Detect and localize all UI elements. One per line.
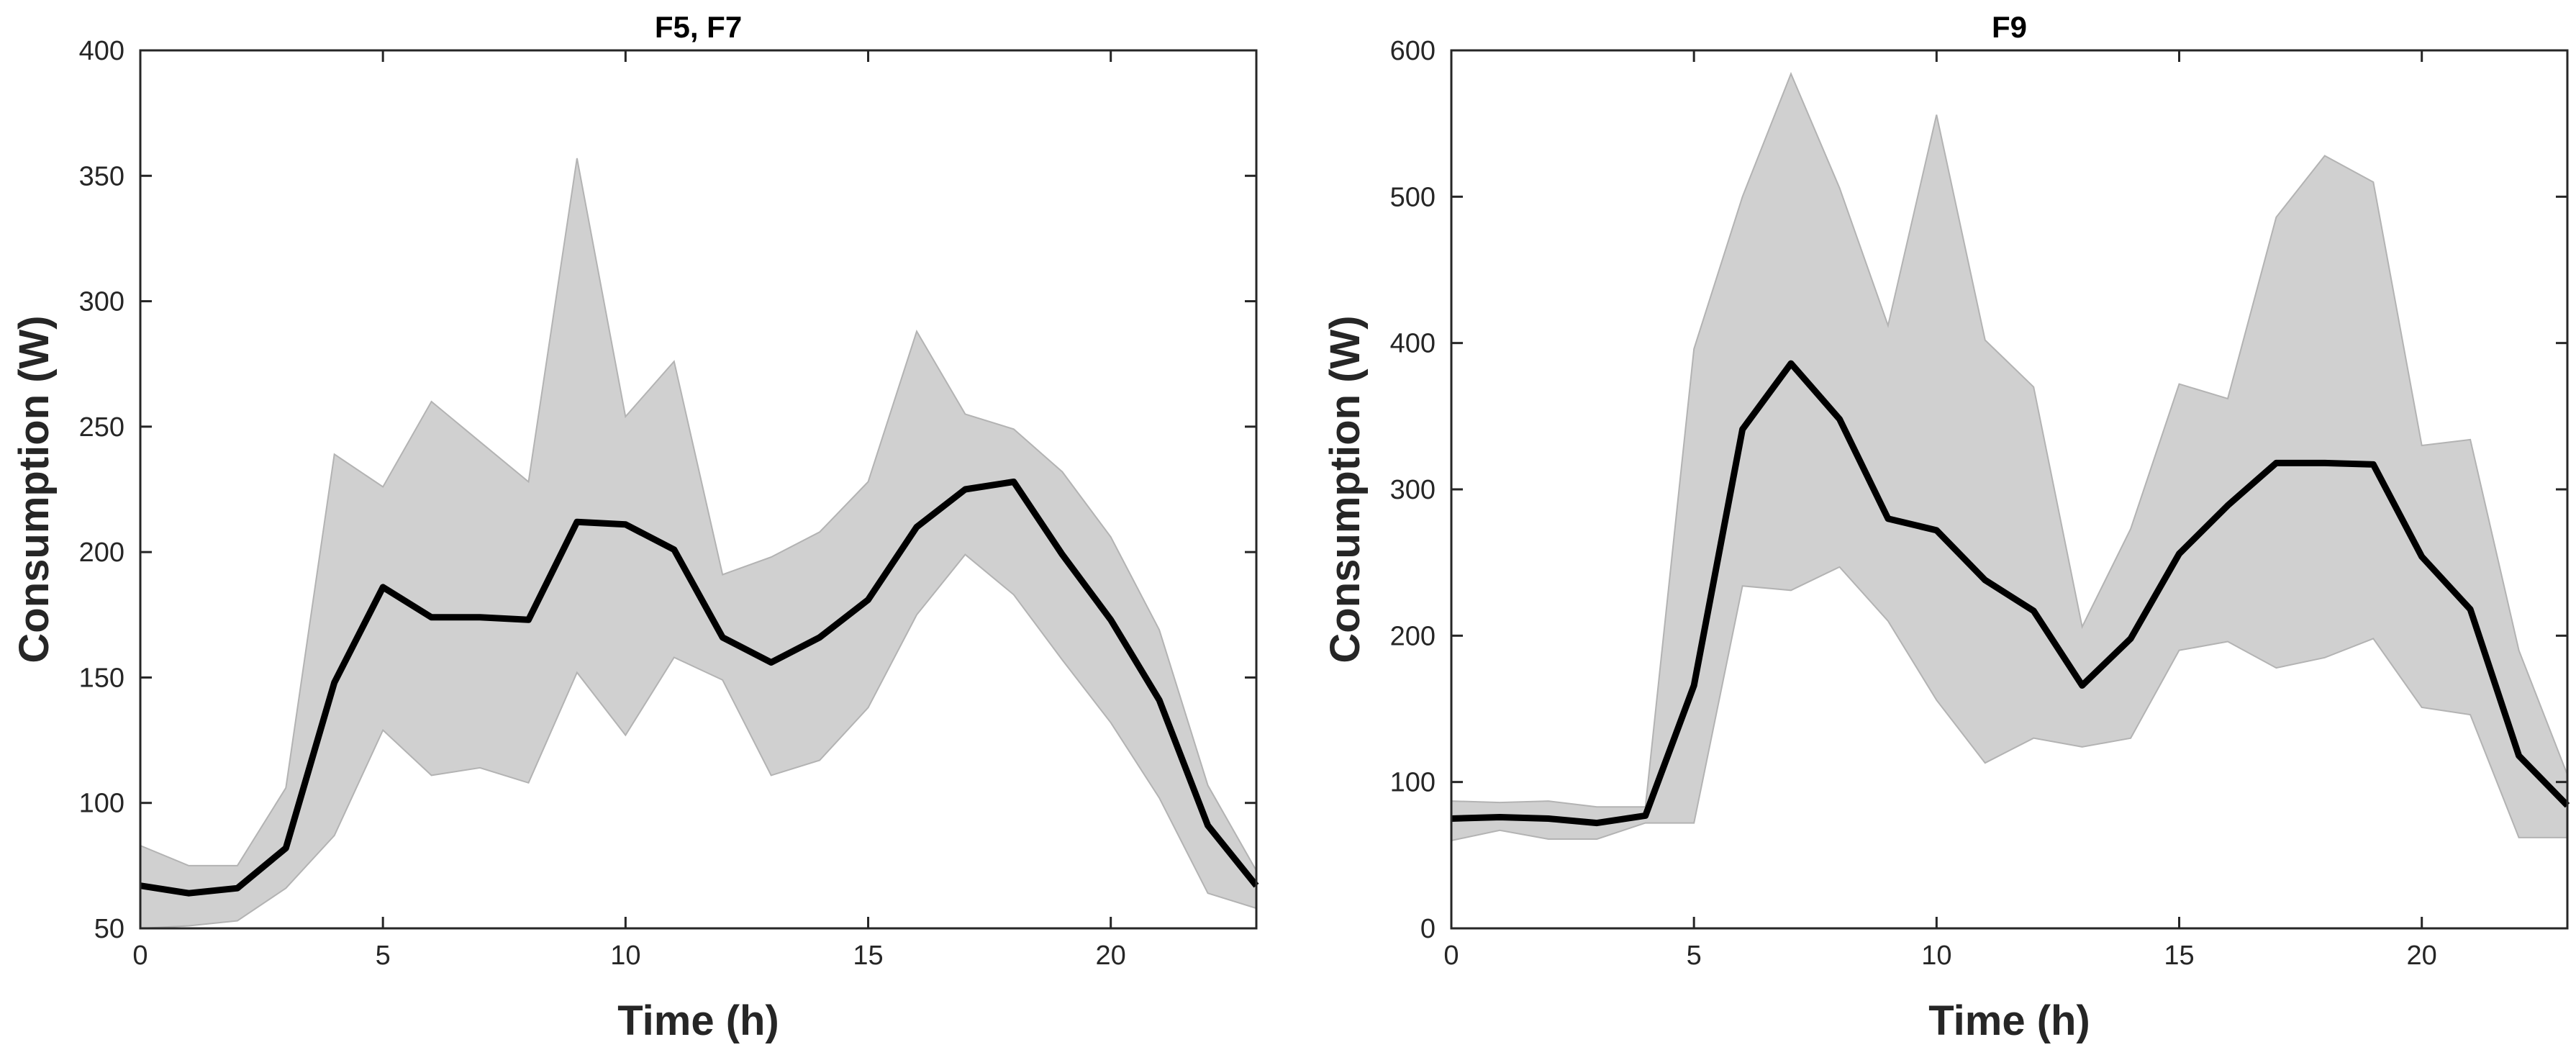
y-tick-label: 500 [1390,182,1436,212]
plot-frame-f5-f7 [139,49,1258,930]
chart-f5-f7: 0 5 10 15 20 50 100 150 200 250 300 350 400 F5, F7 T… [11,10,1259,1044]
mean-line [140,479,1259,897]
y-tick-label: 400 [1390,329,1436,359]
chart-title-f9: F9 [1992,10,2027,44]
x-tick-label: 15 [853,941,883,971]
line-layer-f5-f7 [140,479,1259,897]
range-band [1451,71,2568,842]
x-tick-label: 5 [376,941,391,971]
x-axis-label-f9: Time (h) [1928,997,2090,1044]
y-tick-label: 50 [94,914,124,944]
y-tick-label: 150 [79,663,124,693]
x-tick-label: 20 [2407,941,2437,971]
mean-line [1451,360,2570,827]
y-tick-label: 0 [1420,914,1436,944]
y-axis-label-f5-f7: Consumption (W) [11,315,58,663]
y-axis-label-f9: Consumption (W) [1322,315,1369,663]
band-layer-f9 [1451,71,2568,842]
y-tick-label: 350 [79,161,124,191]
x-tick-label: 5 [1687,941,1702,971]
y-tick-label: 200 [79,538,124,568]
y-tick-label: 300 [79,287,124,317]
band-layer-f5-f7 [140,158,1257,930]
y-tick-label: 400 [79,36,124,66]
x-tick-label: 0 [1443,941,1459,971]
x-tick-label: 20 [1096,941,1126,971]
x-axis-label-f5-f7: Time (h) [617,997,779,1044]
line-layer-f9 [1451,360,2570,827]
x-tick-label: 15 [2164,941,2194,971]
y-tick-label: 600 [1390,36,1436,66]
y-tick-label: 300 [1390,475,1436,505]
range-band [140,158,1257,930]
x-tick-label: 10 [1921,941,1951,971]
ticks-f5-f7: 0 5 10 15 20 50 100 150 200 250 300 350 400 [79,36,1256,971]
y-tick-label: 200 [1390,621,1436,651]
x-tick-label: 0 [132,941,148,971]
y-tick-label: 250 [79,412,124,443]
y-tick-label: 100 [1390,768,1436,798]
y-tick-label: 100 [79,789,124,819]
chart-title-f5-f7: F5, F7 [655,10,742,44]
x-tick-label: 10 [610,941,640,971]
